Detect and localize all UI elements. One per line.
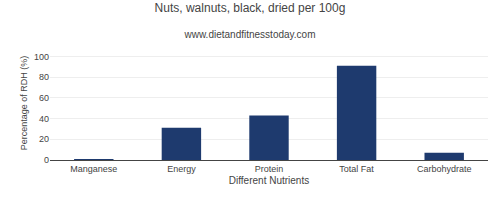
svg-text:Nuts, walnuts, black, dried pe: Nuts, walnuts, black, dried per 100g	[155, 1, 346, 15]
svg-text:Different Nutrients: Different Nutrients	[229, 175, 309, 186]
svg-text:Total Fat: Total Fat	[339, 164, 374, 174]
svg-text:20: 20	[39, 134, 49, 144]
svg-text:Energy: Energy	[167, 164, 196, 174]
svg-text:www.dietandfitnesstoday.com: www.dietandfitnesstoday.com	[184, 29, 316, 40]
svg-text:100: 100	[34, 52, 49, 62]
svg-text:Manganese: Manganese	[70, 164, 117, 174]
svg-text:80: 80	[39, 72, 49, 82]
svg-text:Percentage of RDH (%): Percentage of RDH (%)	[19, 56, 29, 151]
svg-text:Protein: Protein	[255, 164, 284, 174]
svg-text:Carbohydrate: Carbohydrate	[417, 164, 472, 174]
svg-text:0: 0	[44, 155, 49, 165]
svg-text:40: 40	[39, 114, 49, 124]
svg-text:60: 60	[39, 93, 49, 103]
